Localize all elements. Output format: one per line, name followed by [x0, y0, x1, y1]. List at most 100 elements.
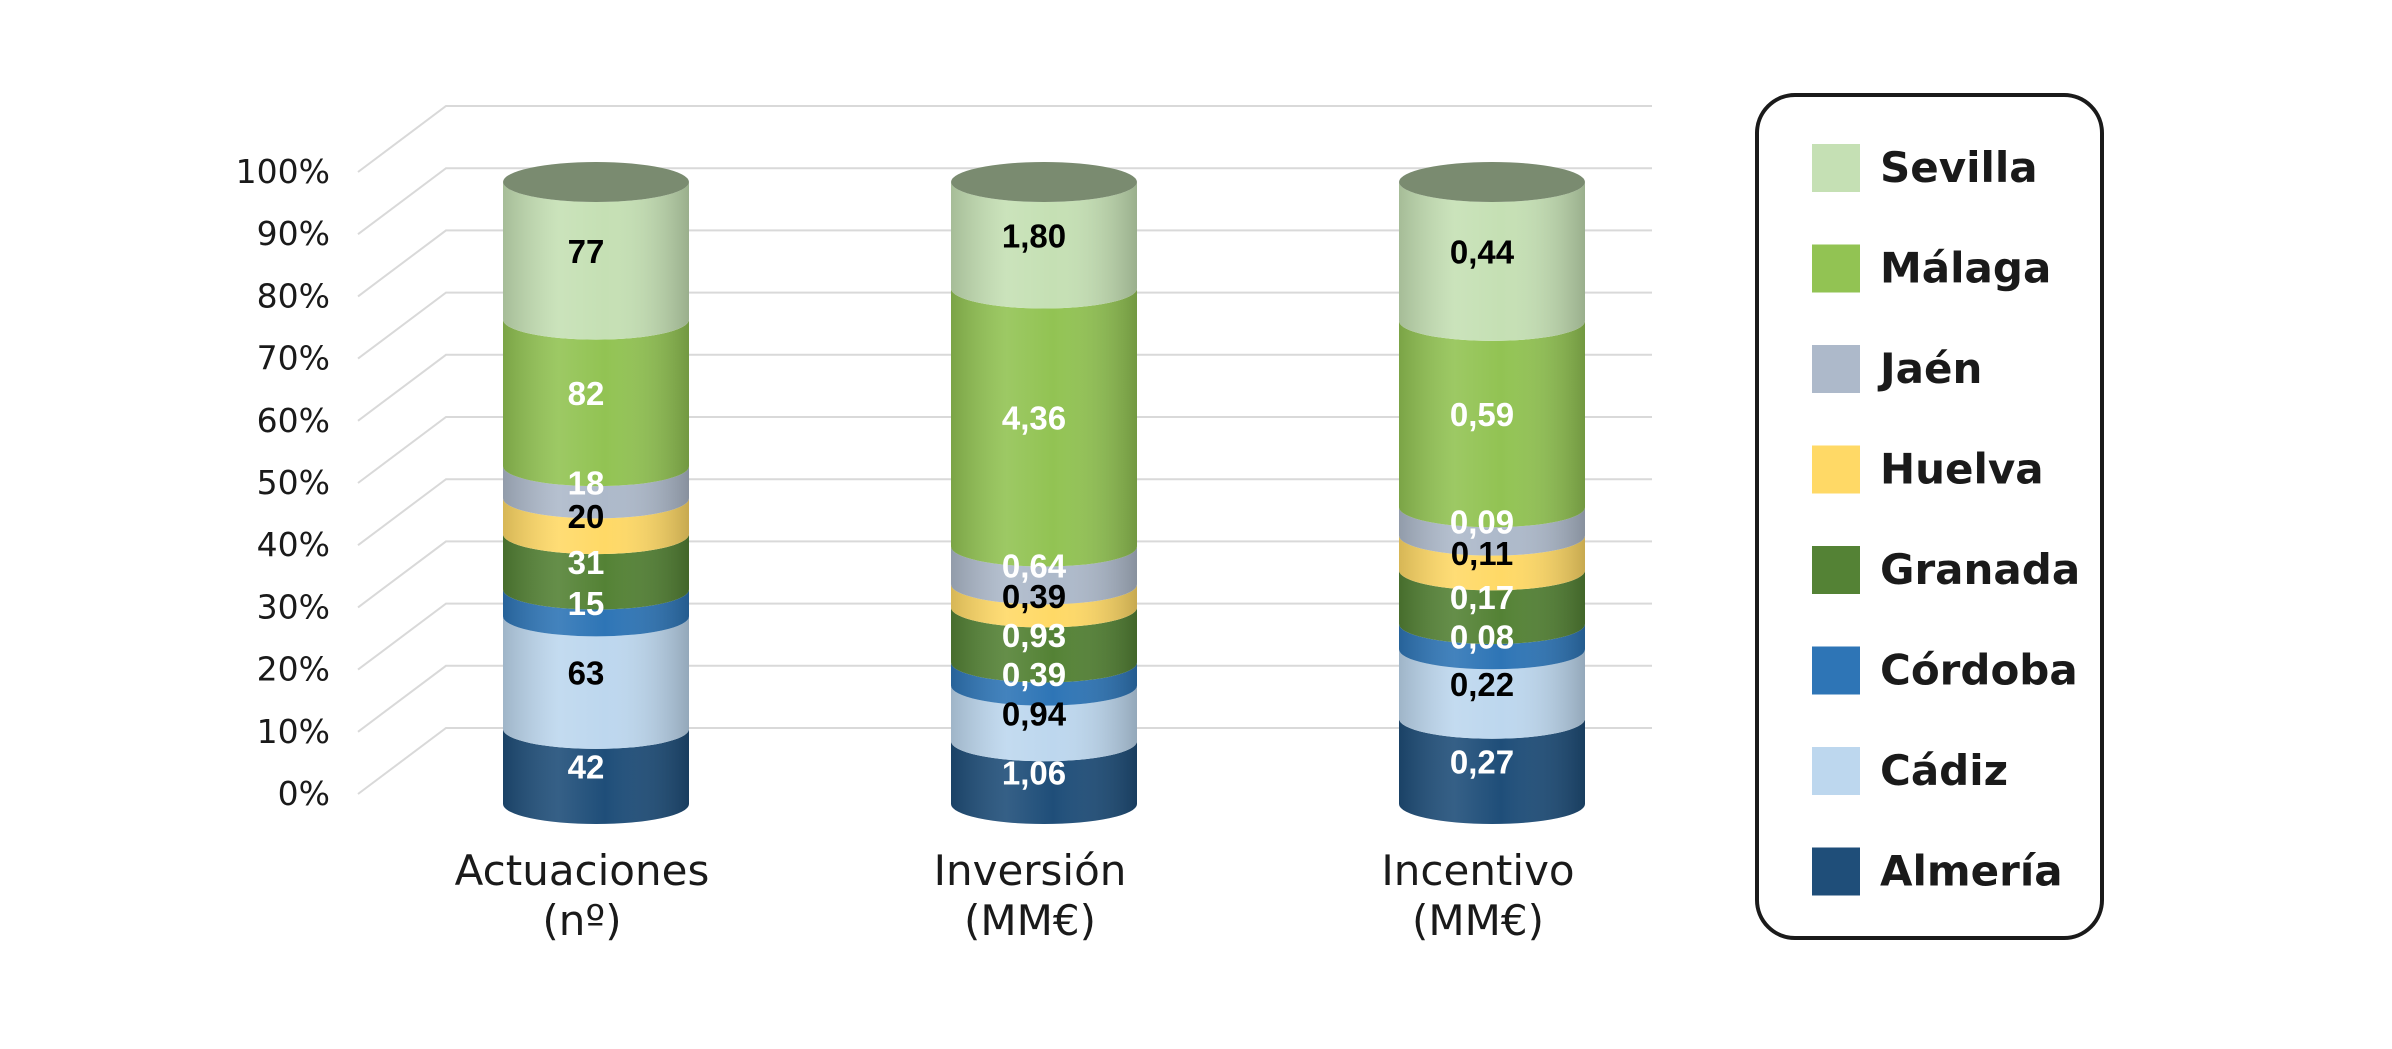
- gridline: [357, 727, 1652, 795]
- legend-swatch: [1812, 747, 1860, 795]
- y-tick-label: 90%: [257, 214, 330, 253]
- bar-segment-shading: [951, 685, 1137, 762]
- gridline: [357, 229, 1652, 298]
- y-axis: 0% 10% 20% 30% 40% 50% 60% 70% 80% 90% 100%: [236, 152, 330, 813]
- legend-swatch: [1812, 345, 1860, 393]
- bar-segment-shading: [951, 741, 1137, 824]
- legend-item: Málaga: [1812, 244, 2051, 293]
- y-tick-label: 60%: [257, 401, 330, 440]
- legend-swatch: [1812, 847, 1860, 896]
- legend-label: Granada: [1880, 545, 2080, 594]
- grid-layer: [357, 105, 1652, 795]
- data-label: 0,08: [1450, 619, 1514, 656]
- x-category-label-unit: (MM€): [1412, 896, 1544, 945]
- legend-item: Granada: [1812, 545, 2080, 594]
- bar-segment-shading: [951, 607, 1137, 683]
- data-label: 0,11: [1451, 535, 1513, 572]
- data-label: 1,80: [1002, 217, 1066, 254]
- bar-segment-shading: [1399, 624, 1585, 670]
- x-category-label-unit: (MM€): [964, 896, 1096, 945]
- bar-top-cap: [503, 162, 689, 202]
- bar-segment-shading: [951, 662, 1137, 706]
- legend-item: Sevilla: [1812, 143, 2038, 192]
- bar-segment-shading: [1399, 649, 1585, 739]
- data-label: 82: [568, 375, 605, 412]
- data-label: 1,06: [1002, 755, 1066, 792]
- gridline: [357, 353, 1652, 422]
- bar-segment-shading: [503, 319, 689, 487]
- data-label: 0,17: [1450, 579, 1514, 616]
- y-tick-label: 20%: [257, 650, 330, 689]
- bar-segment-shading: [951, 546, 1137, 605]
- x-category-label: Incentivo: [1381, 846, 1574, 895]
- bar-segment-shading: [951, 182, 1137, 309]
- legend-label: Almería: [1880, 847, 2063, 896]
- legend-item: Almería: [1812, 847, 2063, 896]
- data-label: 20: [568, 498, 605, 535]
- y-tick-label: 100%: [236, 152, 330, 191]
- gridline: [357, 416, 1652, 484]
- data-label: 18: [568, 464, 605, 501]
- legend-label: Córdoba: [1880, 646, 2078, 695]
- data-label: 42: [568, 748, 605, 785]
- y-tick-label: 10%: [257, 712, 330, 751]
- data-label: 15: [568, 585, 605, 622]
- data-label: 0,39: [1002, 578, 1066, 615]
- bar-segment-shading: [503, 728, 689, 824]
- y-tick-label: 80%: [257, 276, 330, 315]
- x-category-label: Actuaciones: [455, 846, 710, 895]
- legend-item: Jaén: [1812, 344, 1982, 393]
- legend-item: Huelva: [1812, 445, 2044, 494]
- legend-item: Cádiz: [1812, 746, 2008, 795]
- data-label: 0,09: [1450, 503, 1514, 540]
- legend-label: Huelva: [1880, 445, 2044, 494]
- legend-label: Jaén: [1877, 344, 1982, 393]
- gridline: [357, 291, 1652, 360]
- bar-stack: 0,27 0,22 0,080,17 0,110,09 0,59 0,44: [1399, 162, 1585, 824]
- gridline: [357, 478, 1652, 546]
- legend-swatch: [1812, 244, 1860, 293]
- legend-swatch: [1812, 144, 1860, 192]
- legend-item: Córdoba: [1812, 646, 2078, 695]
- bar-segment-shading: [503, 589, 689, 637]
- y-tick-label: 30%: [257, 587, 330, 626]
- bar-segment-shading: [951, 584, 1137, 628]
- bar-top-cap: [1399, 162, 1585, 202]
- data-label: 77: [568, 233, 605, 270]
- legend-box: [1755, 93, 2104, 940]
- bar-segment-shading: [951, 288, 1137, 567]
- bar-stack: 1,060,940,390,930,390,644,361,80: [951, 162, 1137, 824]
- bar-segment-shading: [1399, 570, 1585, 645]
- bar-segment-shading: [1399, 535, 1585, 591]
- data-label: 0,59: [1450, 396, 1514, 433]
- gridline: [357, 167, 1652, 235]
- legend-swatch: [1812, 445, 1860, 494]
- y-tick-label: 40%: [257, 525, 330, 564]
- data-label: 0,27: [1450, 743, 1514, 780]
- data-label: 4,36: [1002, 400, 1066, 437]
- gridline: [357, 105, 1652, 173]
- bar-segment-shading: [503, 616, 689, 749]
- data-label: 31: [568, 544, 605, 581]
- bar-segment-shading: [503, 498, 689, 555]
- legend: Sevilla Málaga Jaén Huelva Granada Córdoba Cád…: [1755, 93, 2104, 940]
- bar-segment-shading: [1399, 320, 1585, 528]
- y-tick-label: 50%: [257, 463, 330, 502]
- data-label: 63: [568, 655, 605, 692]
- data-label: 0,94: [1002, 695, 1067, 732]
- data-label: 0,22: [1450, 666, 1514, 703]
- bar-top-cap: [951, 162, 1137, 202]
- data-label: 0,64: [1002, 547, 1067, 584]
- legend-swatch: [1812, 546, 1860, 594]
- bar-segment-shading: [1399, 718, 1585, 824]
- y-tick-label: 70%: [257, 339, 330, 378]
- y-tick-label: 0%: [278, 774, 330, 813]
- bar-segment-shading: [503, 182, 689, 340]
- legend-label: Cádiz: [1880, 746, 2008, 795]
- bars-layer: 42631531201882771,060,940,390,930,390,64…: [503, 162, 1585, 824]
- bar-segment-shading: [1399, 182, 1585, 341]
- bar-segment-shading: [1399, 507, 1585, 556]
- legend-label: Málaga: [1880, 244, 2051, 293]
